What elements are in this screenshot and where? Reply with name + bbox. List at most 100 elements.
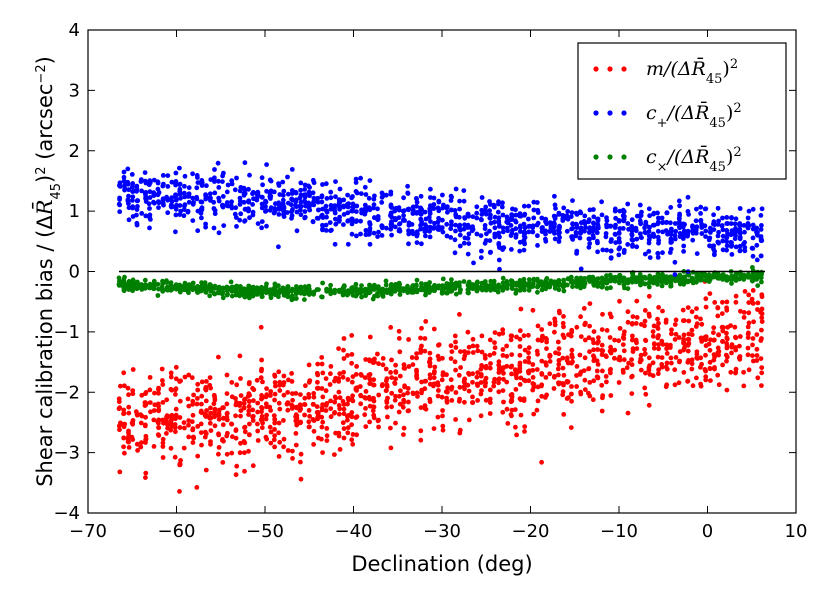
data-point (681, 370, 687, 375)
data-point (655, 371, 661, 377)
data-point (298, 203, 304, 209)
data-point (367, 381, 373, 386)
data-point (341, 204, 347, 210)
data-point (509, 397, 514, 403)
data-point (117, 197, 122, 202)
data-point (383, 282, 389, 288)
data-point (577, 230, 583, 236)
data-point (156, 387, 161, 392)
data-point (419, 241, 424, 247)
data-point (116, 399, 122, 405)
data-point (642, 251, 648, 257)
data-point (465, 329, 471, 335)
data-point (367, 231, 372, 237)
data-point (301, 192, 307, 198)
data-point (216, 431, 221, 437)
data-point (492, 345, 498, 351)
data-point (444, 398, 450, 404)
data-point (233, 396, 238, 401)
data-point (389, 287, 394, 293)
data-point (685, 348, 691, 354)
data-point (646, 280, 652, 286)
data-point (333, 216, 338, 222)
data-point (345, 204, 351, 210)
data-point (121, 424, 127, 430)
data-point (246, 208, 251, 214)
data-point (531, 411, 537, 417)
data-point (340, 374, 346, 380)
data-point (637, 218, 643, 224)
data-point (281, 373, 287, 379)
data-point (436, 357, 442, 362)
data-point (380, 191, 386, 197)
data-point (350, 432, 356, 437)
data-point (276, 454, 282, 459)
data-point (732, 274, 738, 280)
data-point (147, 195, 153, 200)
data-point (379, 383, 385, 389)
data-point (690, 276, 696, 282)
data-point (712, 300, 718, 305)
data-point (402, 286, 407, 292)
data-point (539, 372, 545, 377)
data-point (522, 378, 528, 384)
data-point (707, 359, 713, 365)
data-point (719, 223, 725, 229)
data-points (116, 160, 765, 494)
data-point (492, 214, 498, 220)
data-point (745, 345, 751, 351)
data-point (535, 220, 541, 226)
data-point (385, 414, 390, 420)
data-point (685, 378, 690, 384)
data-point (492, 286, 498, 291)
data-point (233, 435, 239, 441)
data-point (487, 238, 493, 244)
data-point (440, 286, 446, 292)
data-point (608, 370, 613, 376)
data-point (513, 387, 519, 392)
data-point (543, 395, 548, 400)
data-point (350, 292, 356, 298)
data-point (703, 368, 708, 374)
data-point (470, 400, 475, 405)
data-point (478, 217, 484, 223)
data-point (759, 315, 765, 321)
data-point (406, 207, 411, 213)
data-point (320, 280, 325, 286)
data-point (569, 347, 575, 353)
data-point (673, 228, 679, 234)
data-point (746, 300, 752, 305)
data-point (548, 226, 554, 232)
data-point (314, 404, 320, 409)
data-point (750, 274, 755, 280)
data-point (625, 278, 631, 284)
data-point (130, 198, 135, 203)
data-point (672, 236, 678, 242)
data-point (190, 195, 196, 201)
data-point (604, 328, 610, 333)
data-point (495, 283, 501, 289)
data-point (354, 287, 360, 293)
data-point (647, 273, 653, 279)
data-point (280, 205, 286, 210)
data-point (646, 355, 652, 361)
data-point (655, 335, 661, 341)
data-point (147, 212, 153, 218)
data-point (504, 379, 510, 385)
data-point (212, 167, 217, 172)
data-point (392, 380, 397, 386)
data-point (160, 382, 166, 387)
data-point (685, 229, 691, 234)
data-point (587, 323, 592, 329)
data-point (302, 297, 307, 302)
data-point (324, 433, 330, 439)
data-point (255, 409, 260, 415)
data-point (453, 186, 459, 192)
data-point (376, 361, 381, 367)
axis-ticks (87, 29, 797, 514)
data-point (448, 343, 454, 349)
data-point (616, 246, 622, 252)
data-point (759, 365, 765, 370)
data-point (410, 288, 416, 294)
data-point (194, 401, 200, 407)
